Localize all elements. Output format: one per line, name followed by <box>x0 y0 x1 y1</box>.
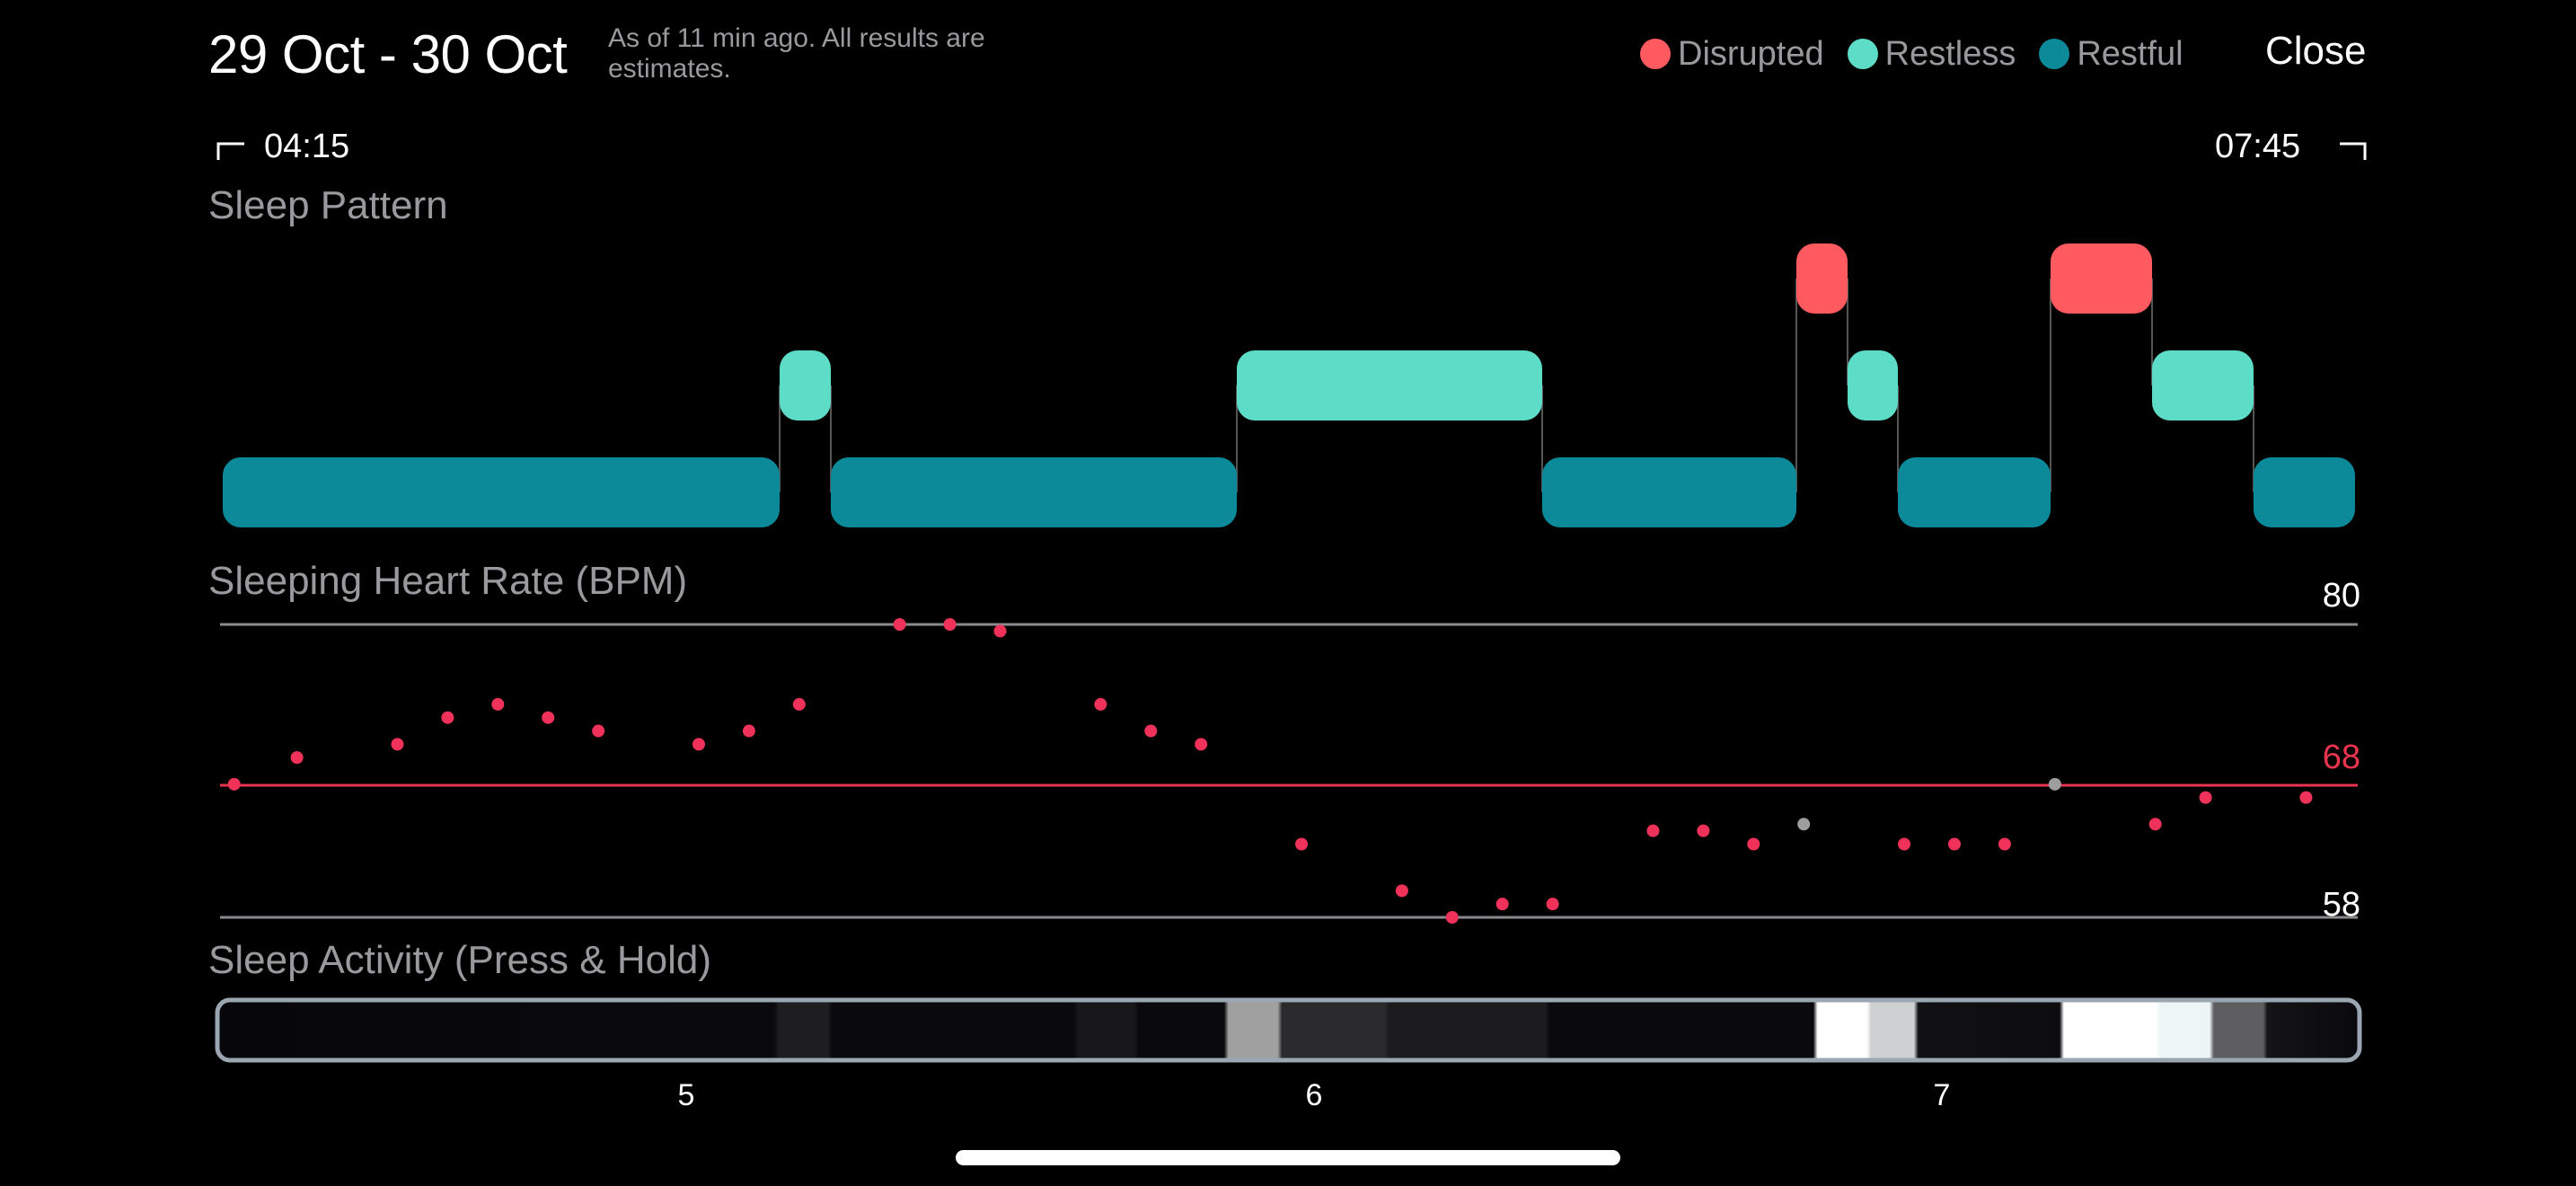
sleep-stage-segment-disrupted[interactable] <box>1796 243 1848 314</box>
heart-rate-point <box>893 618 906 631</box>
legend-item-disrupted: Disrupted <box>1640 35 1824 74</box>
as-of-note: As of 11 min ago. All results are estima… <box>608 23 985 84</box>
sleep-activity-title: Sleep Activity (Press & Hold) <box>208 938 711 982</box>
heart-rate-point <box>1998 837 2011 851</box>
legend-label-restful: Restful <box>2077 34 2183 73</box>
hr-avg-label: 68 <box>2322 739 2360 776</box>
heart-rate-point <box>2048 777 2061 791</box>
sleep-stage-segment-restless[interactable] <box>780 350 831 420</box>
heart-rate-point <box>993 624 1007 638</box>
hr-max-label: 80 <box>2322 577 2360 615</box>
legend-dot-disrupted <box>1640 39 1671 69</box>
heart-rate-point <box>1295 837 1309 851</box>
heart-rate-point <box>792 697 806 711</box>
sleep-stage-segment-disrupted[interactable] <box>2051 243 2152 314</box>
sleep-pattern-chart[interactable] <box>223 243 2355 527</box>
sleep-stage-segment-restful[interactable] <box>223 457 780 527</box>
sleep-pattern-title: Sleep Pattern <box>208 183 448 227</box>
sleep-stage-segment-restless[interactable] <box>1237 350 1542 420</box>
heart-rate-point <box>290 751 304 765</box>
heart-rate-point <box>2148 818 2162 831</box>
close-button[interactable]: Close <box>2265 29 2367 73</box>
heart-rate-point <box>592 724 605 738</box>
heart-rate-point <box>2299 791 2313 804</box>
heart-rate-point <box>742 724 755 738</box>
heart-rate-point <box>1195 738 1208 751</box>
legend-dot-restful <box>2039 39 2070 69</box>
legend: Disrupted Restless Restful <box>1640 32 2207 75</box>
sleep-stage-segment-restful[interactable] <box>2254 457 2355 527</box>
heart-rate-point <box>2199 791 2212 804</box>
heart-rate-point <box>1646 824 1660 837</box>
x-tick-5: 5 <box>677 1078 695 1112</box>
heart-rate-point <box>1395 884 1408 898</box>
sleep-stage-segment-restless[interactable] <box>1848 350 1898 420</box>
heart-rate-point <box>1898 837 1911 851</box>
heart-rate-point <box>1094 697 1107 711</box>
heart-rate-title: Sleeping Heart Rate (BPM) <box>208 559 688 603</box>
heart-rate-chart[interactable] <box>227 618 2313 924</box>
heart-rate-point <box>391 738 404 751</box>
sleep-activity-strip[interactable] <box>215 997 2362 1063</box>
heart-rate-point <box>692 738 705 751</box>
x-tick-7: 7 <box>1933 1078 1951 1112</box>
range-start-bracket-icon <box>216 142 244 160</box>
heart-rate-point <box>1546 898 1559 911</box>
date-range-title: 29 Oct - 30 Oct <box>208 24 568 84</box>
heart-rate-point <box>943 618 957 631</box>
range-end-time: 07:45 <box>2215 128 2301 165</box>
x-tick-6: 6 <box>1305 1078 1323 1112</box>
range-start-time: 04:15 <box>264 128 350 165</box>
legend-dot-restless <box>1847 39 1878 69</box>
sleep-stage-segment-restless[interactable] <box>2152 350 2254 420</box>
heart-rate-point <box>1495 898 1509 911</box>
heart-rate-point <box>1747 837 1760 851</box>
legend-item-restful: Restful <box>2039 35 2183 74</box>
legend-label-disrupted: Disrupted <box>1678 34 1824 73</box>
sleep-stage-segment-restful[interactable] <box>831 457 1237 527</box>
legend-item-restless: Restless <box>1847 34 2016 74</box>
sleep-stage-segment-restful[interactable] <box>1542 457 1796 527</box>
heart-rate-point <box>542 711 555 724</box>
heart-rate-point <box>491 697 505 711</box>
hr-min-label: 58 <box>2322 886 2360 924</box>
home-indicator[interactable] <box>956 1150 1620 1165</box>
sleep-stage-segment-restful[interactable] <box>1898 457 2051 527</box>
legend-label-restless: Restless <box>1884 34 2016 73</box>
heart-rate-point <box>1697 824 1710 837</box>
range-end-bracket-icon <box>2340 142 2367 160</box>
heart-rate-point <box>1445 911 1459 924</box>
heart-rate-point <box>227 777 241 791</box>
heart-rate-point <box>1797 818 1811 831</box>
heart-rate-point <box>1947 837 1961 851</box>
heart-rate-point <box>1144 724 1158 738</box>
heart-rate-point <box>441 711 454 724</box>
